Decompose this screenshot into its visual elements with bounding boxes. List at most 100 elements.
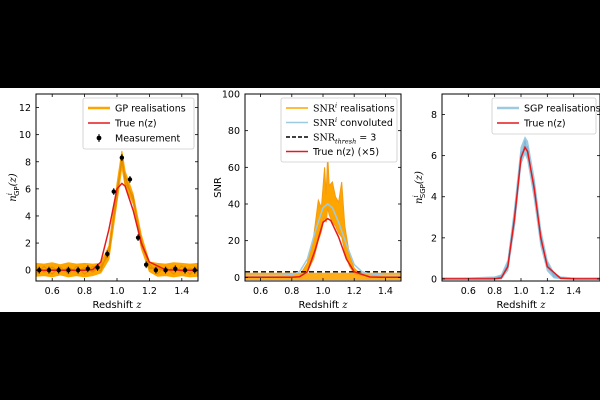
legend-label-rest: realisations <box>337 104 395 115</box>
measurement-point <box>111 189 116 194</box>
y-tick-label: 6 <box>431 151 437 162</box>
measurement-point <box>135 235 141 240</box>
measurement-point <box>153 267 159 273</box>
plot-area <box>36 150 198 278</box>
legend-label-script: i <box>335 102 337 110</box>
x-tick-label: 1.4 <box>174 286 189 297</box>
measurement-point <box>127 177 133 182</box>
legend-label-script: thresh <box>335 138 356 146</box>
y-label-var: n <box>414 197 425 203</box>
x-axis-var: z <box>341 300 348 311</box>
y-axis-label: SNR <box>213 177 224 198</box>
legend-label-main: SNR <box>313 104 336 115</box>
y-tick-label: 0 <box>25 266 31 277</box>
x-axis-var: z <box>539 300 546 311</box>
y-label-sub: GP <box>13 186 21 196</box>
y-tick-label: 4 <box>431 192 437 203</box>
x-tick-label: 1.4 <box>378 286 393 297</box>
y-tick-label: 2 <box>25 239 31 250</box>
legend-label: SNRthresh = 3 <box>313 133 376 146</box>
legend-label-rest: = 3 <box>356 133 376 144</box>
panel-nz-gp: 0.6 0.8 1.0 1.2 1.4 0 2 4 6 8 10 12 Redshift z niGP(z… <box>6 93 199 311</box>
measurement-point <box>182 267 188 273</box>
x-axis-label: Redshift z <box>92 300 142 311</box>
x-tick-label: 1.0 <box>513 286 528 297</box>
y-label-arg: (z) <box>8 173 19 186</box>
x-tick-label: 0.6 <box>461 286 476 297</box>
legend-label-script: i <box>335 116 337 124</box>
y-tick-label: 100 <box>222 90 240 101</box>
x-axis-var: z <box>135 300 142 311</box>
legend-label: True n(z) (×5) <box>312 147 379 158</box>
x-tick-label: 1.0 <box>109 286 124 297</box>
x-tick-label: 0.6 <box>253 286 268 297</box>
measurement-point <box>37 267 42 273</box>
measurement-point <box>46 267 52 273</box>
y-label-arg: (z) <box>414 171 425 184</box>
measurement-point <box>163 267 168 273</box>
y-tick-label: 8 <box>25 157 31 168</box>
y-axis-label: niSGP(z) <box>412 171 427 204</box>
legend-marker-point <box>96 135 102 141</box>
realisations-band <box>36 150 198 278</box>
measurement-point <box>56 267 61 273</box>
x-axis-label: Redshift z <box>496 300 546 311</box>
y-tick-label: 2 <box>431 233 437 244</box>
y-tick-label: 0 <box>431 274 437 285</box>
legend-label: GP realisations <box>115 104 186 115</box>
measurement-point <box>143 262 149 267</box>
series-line <box>442 145 600 280</box>
legend-box <box>82 97 195 150</box>
legend-label: True n(z) <box>114 119 157 130</box>
series-line <box>245 203 401 277</box>
x-tick-label: 1.0 <box>315 286 330 297</box>
y-label-sub: SGP <box>419 184 427 198</box>
legend: SGP realisations True n(z) <box>491 97 600 135</box>
y-tick-label: 4 <box>25 211 31 222</box>
legend-label: True n(z) <box>523 119 566 130</box>
measurement-point <box>173 266 178 272</box>
legend-label-main: SNR <box>313 133 336 144</box>
realisation-line <box>36 154 198 276</box>
measurement-point <box>105 251 110 257</box>
measurement-point <box>95 265 100 270</box>
x-tick-label: 0.6 <box>45 286 60 297</box>
x-tick-label: 1.2 <box>142 286 157 297</box>
measurement-point <box>85 266 91 272</box>
realisation-line <box>36 159 198 271</box>
x-tick-label: 0.8 <box>487 286 502 297</box>
plot-area <box>442 136 600 280</box>
x-tick-label: 0.8 <box>77 286 92 297</box>
y-tick-label: 40 <box>228 200 240 211</box>
x-tick-label: 1.2 <box>347 286 362 297</box>
series-line <box>245 217 401 279</box>
y-tick-label: 80 <box>228 126 240 137</box>
legend-label-main: SNR <box>313 118 336 129</box>
y-label-var: n <box>8 195 19 201</box>
panel-snr: 0.6 0.8 1.0 1.2 1.4 0 20 40 60 80 100 Redshift z SNR… <box>213 90 402 311</box>
x-tick-label: 1.4 <box>566 286 581 297</box>
x-axis-label: Redshift z <box>298 300 348 311</box>
legend-label: SNRi convoluted <box>313 116 393 129</box>
x-tick-label: 1.2 <box>540 286 555 297</box>
measurement-point <box>192 267 197 273</box>
y-tick-label: 8 <box>431 110 437 121</box>
x-tick-label: 0.8 <box>284 286 299 297</box>
plot-area <box>245 154 401 281</box>
legend-label: SNRi realisations <box>313 102 395 115</box>
realisation-line <box>36 162 198 273</box>
realisations-band <box>442 136 600 280</box>
y-tick-label: 0 <box>234 273 240 284</box>
snr-realisations-floor <box>245 272 401 281</box>
y-tick-label: 10 <box>19 130 31 141</box>
legend-box <box>280 97 398 163</box>
y-label-sup: i <box>6 193 14 195</box>
legend-label: SGP realisations <box>524 104 600 115</box>
legend-label-rest: convoluted <box>337 118 393 129</box>
measurement-point <box>75 267 81 273</box>
measurement-point <box>119 155 125 160</box>
y-tick-label: 6 <box>25 184 31 195</box>
